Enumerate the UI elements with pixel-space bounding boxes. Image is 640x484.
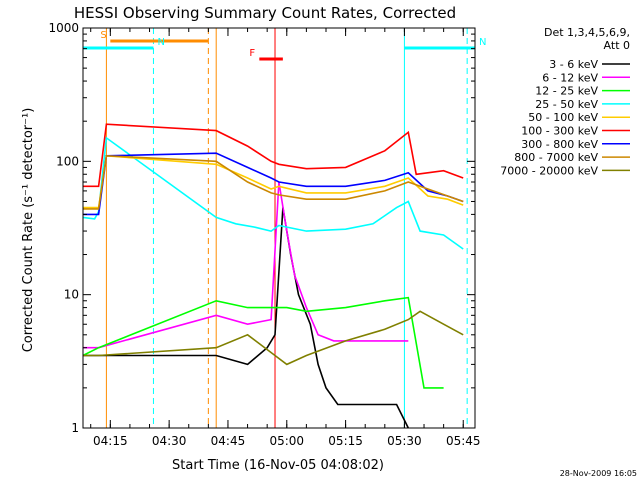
series-line-8: [82, 310, 464, 366]
series-line-1: [82, 181, 409, 349]
annotation-label-S-0: S: [100, 30, 106, 41]
legend-label-2: 12 - 25 keV: [535, 85, 598, 98]
legend-header-line2: Att 0: [604, 39, 630, 52]
x-tick-label-2: 04:45: [211, 434, 246, 448]
series-line-4: [82, 154, 464, 209]
legend-label-3: 25 - 50 keV: [535, 98, 598, 111]
legend-label-0: 3 - 6 keV: [549, 58, 598, 71]
legend-label-7: 800 - 7000 keV: [514, 151, 598, 164]
y-tick-label-0: 1: [71, 421, 79, 435]
y-tick-label-1: 10: [64, 288, 79, 302]
plot-axes: 1 10 100 1000 04:15 04:30 04:45 05:00 05:15 05:30…: [48, 21, 480, 448]
legend-label-5: 100 - 300 keV: [521, 125, 598, 138]
footer-timestamp: 28-Nov-2009 16:05: [560, 469, 637, 478]
legend-label-8: 7000 - 20000 keV: [500, 164, 598, 177]
legend-header-line1: Det 1,3,4,5,6,9,: [544, 26, 630, 39]
series-line-5: [82, 123, 464, 188]
y-tick-label-3: 1000: [48, 21, 79, 35]
x-tick-label-6: 05:45: [446, 434, 481, 448]
y-axis-label: Corrected Count Rate (s⁻¹ detector⁻¹): [21, 108, 36, 353]
series-line-0: [82, 207, 410, 429]
legend-label-1: 6 - 12 keV: [542, 71, 598, 84]
series-lines: [82, 123, 464, 429]
legend-label-4: 50 - 100 keV: [528, 111, 598, 124]
event-lines: [105, 28, 468, 428]
series-line-7: [82, 154, 464, 210]
series-line-2: [82, 296, 444, 389]
x-tick-label-3: 05:00: [269, 434, 304, 448]
x-tick-label-0: 04:15: [93, 434, 128, 448]
x-axis-label: Start Time (16-Nov-05 04:08:02): [172, 458, 384, 473]
x-tick-label-5: 05:30: [387, 434, 422, 448]
annotation-bars: S N N F: [82, 30, 486, 61]
y-tick-label-2: 100: [56, 154, 79, 168]
series-line-3: [82, 136, 464, 250]
plot-frame: [82, 27, 476, 429]
x-tick-label-1: 04:30: [152, 434, 187, 448]
x-tick-label-4: 05:15: [328, 434, 363, 448]
annotation-label-N-2: N: [479, 37, 486, 48]
legend-label-6: 300 - 800 keV: [521, 138, 598, 151]
annotation-label-N-1: N: [157, 37, 164, 48]
chart-title: HESSI Observing Summary Count Rates, Cor…: [74, 4, 456, 22]
annotation-label-F-3: F: [249, 48, 255, 59]
